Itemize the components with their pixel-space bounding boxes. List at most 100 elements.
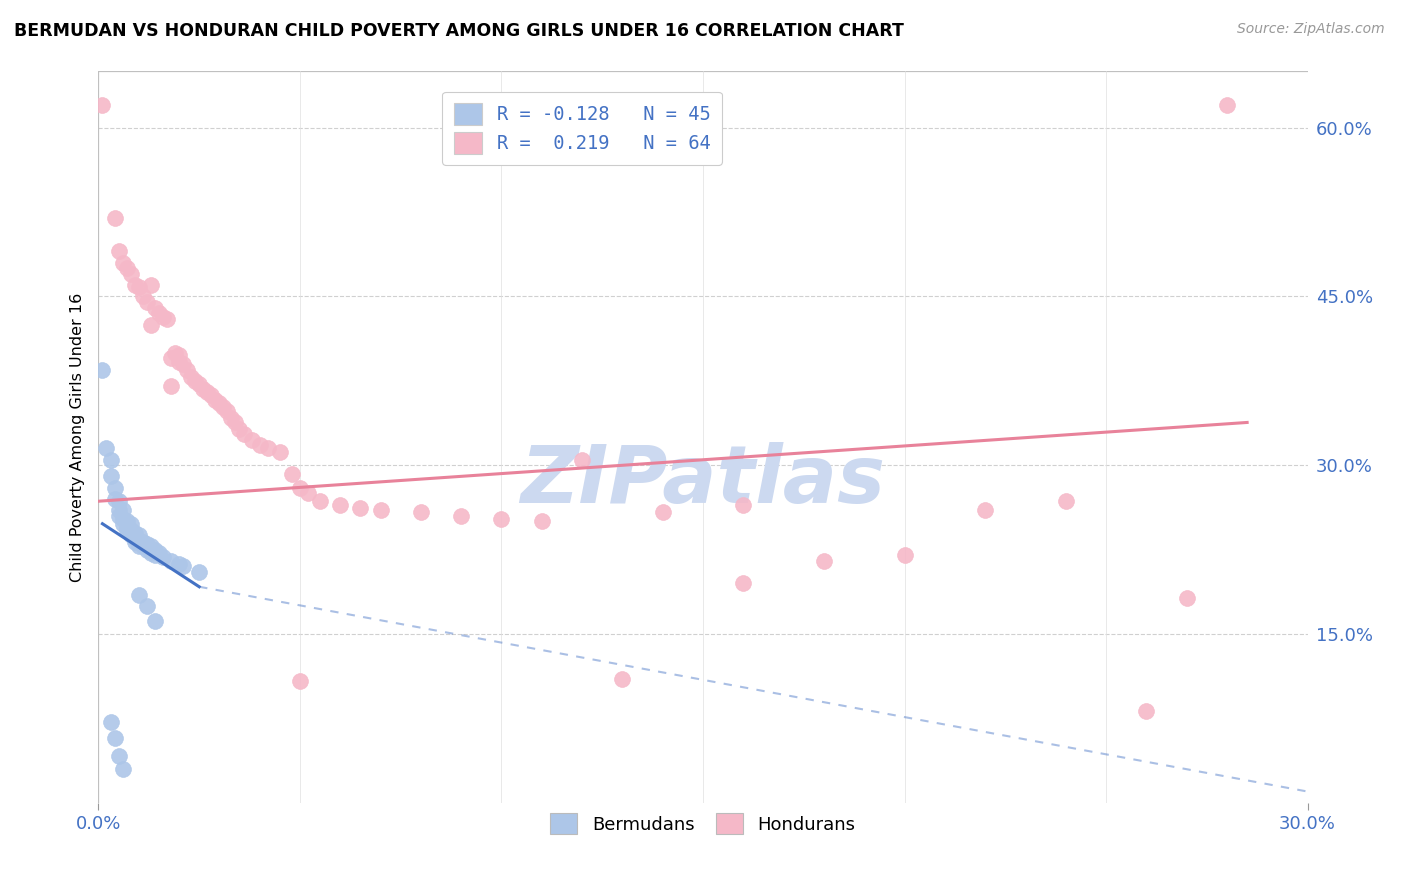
Point bbox=[288, 481, 311, 495]
Point bbox=[156, 312, 179, 326]
Point bbox=[167, 558, 190, 572]
Point bbox=[221, 411, 243, 425]
Point bbox=[1054, 494, 1077, 508]
Point bbox=[176, 362, 198, 376]
Point bbox=[269, 444, 291, 458]
Point bbox=[329, 498, 352, 512]
Point bbox=[135, 542, 157, 557]
Point bbox=[309, 494, 332, 508]
Point bbox=[111, 762, 134, 776]
Legend: Bermudans, Hondurans: Bermudans, Hondurans bbox=[543, 806, 863, 841]
Point bbox=[974, 503, 997, 517]
Point bbox=[208, 396, 231, 410]
Point bbox=[139, 539, 162, 553]
Point bbox=[148, 306, 170, 320]
Point bbox=[188, 565, 211, 579]
Point bbox=[195, 385, 218, 400]
Point bbox=[128, 528, 150, 542]
Point bbox=[120, 528, 142, 542]
Point bbox=[132, 289, 155, 303]
Point bbox=[115, 515, 138, 529]
Point bbox=[651, 506, 673, 520]
Point bbox=[143, 301, 166, 315]
Point bbox=[120, 267, 142, 281]
Point bbox=[167, 348, 190, 362]
Point bbox=[172, 357, 194, 371]
Point bbox=[240, 434, 263, 448]
Point bbox=[107, 503, 129, 517]
Point bbox=[124, 532, 146, 546]
Y-axis label: Child Poverty Among Girls Under 16: Child Poverty Among Girls Under 16 bbox=[69, 293, 84, 582]
Point bbox=[212, 400, 235, 414]
Point bbox=[143, 542, 166, 557]
Point bbox=[124, 534, 146, 549]
Point bbox=[100, 452, 122, 467]
Point bbox=[228, 422, 250, 436]
Point bbox=[115, 524, 138, 538]
Point bbox=[128, 539, 150, 553]
Point bbox=[103, 481, 125, 495]
Point bbox=[124, 278, 146, 293]
Point bbox=[733, 576, 755, 591]
Point bbox=[172, 559, 194, 574]
Point bbox=[349, 500, 371, 515]
Point bbox=[1216, 98, 1239, 112]
Point bbox=[107, 508, 129, 523]
Point bbox=[143, 548, 166, 562]
Point bbox=[160, 351, 183, 366]
Point bbox=[1135, 704, 1157, 718]
Point bbox=[813, 554, 835, 568]
Point bbox=[491, 512, 513, 526]
Point bbox=[120, 516, 142, 531]
Point bbox=[96, 442, 118, 456]
Point bbox=[100, 714, 122, 729]
Point bbox=[115, 261, 138, 276]
Point bbox=[163, 345, 186, 359]
Point bbox=[107, 244, 129, 259]
Point bbox=[128, 588, 150, 602]
Point bbox=[370, 503, 392, 517]
Point bbox=[530, 515, 553, 529]
Point bbox=[297, 486, 319, 500]
Point bbox=[288, 674, 311, 689]
Point bbox=[120, 524, 142, 538]
Point bbox=[103, 731, 125, 745]
Point bbox=[115, 520, 138, 534]
Point bbox=[281, 467, 304, 482]
Point bbox=[167, 354, 190, 368]
Point bbox=[100, 469, 122, 483]
Point bbox=[132, 534, 155, 549]
Point bbox=[139, 546, 162, 560]
Text: ZIPatlas: ZIPatlas bbox=[520, 442, 886, 520]
Text: BERMUDAN VS HONDURAN CHILD POVERTY AMONG GIRLS UNDER 16 CORRELATION CHART: BERMUDAN VS HONDURAN CHILD POVERTY AMONG… bbox=[14, 22, 904, 40]
Point bbox=[204, 392, 226, 407]
Point bbox=[111, 512, 134, 526]
Point bbox=[111, 255, 134, 269]
Point bbox=[180, 370, 202, 384]
Point bbox=[135, 599, 157, 613]
Point bbox=[128, 533, 150, 548]
Point bbox=[143, 614, 166, 628]
Point bbox=[111, 503, 134, 517]
Point bbox=[893, 548, 915, 562]
Point bbox=[135, 537, 157, 551]
Point bbox=[132, 539, 155, 553]
Point bbox=[160, 379, 183, 393]
Point bbox=[148, 546, 170, 560]
Point bbox=[571, 452, 593, 467]
Point bbox=[139, 278, 162, 293]
Point bbox=[139, 318, 162, 332]
Point bbox=[152, 310, 174, 324]
Point bbox=[128, 280, 150, 294]
Point bbox=[184, 374, 207, 388]
Point bbox=[193, 382, 215, 396]
Point bbox=[111, 516, 134, 531]
Point bbox=[409, 506, 432, 520]
Point bbox=[612, 672, 634, 686]
Point bbox=[188, 377, 211, 392]
Point bbox=[450, 508, 472, 523]
Point bbox=[232, 426, 254, 441]
Point bbox=[135, 295, 157, 310]
Point bbox=[107, 748, 129, 763]
Text: Source: ZipAtlas.com: Source: ZipAtlas.com bbox=[1237, 22, 1385, 37]
